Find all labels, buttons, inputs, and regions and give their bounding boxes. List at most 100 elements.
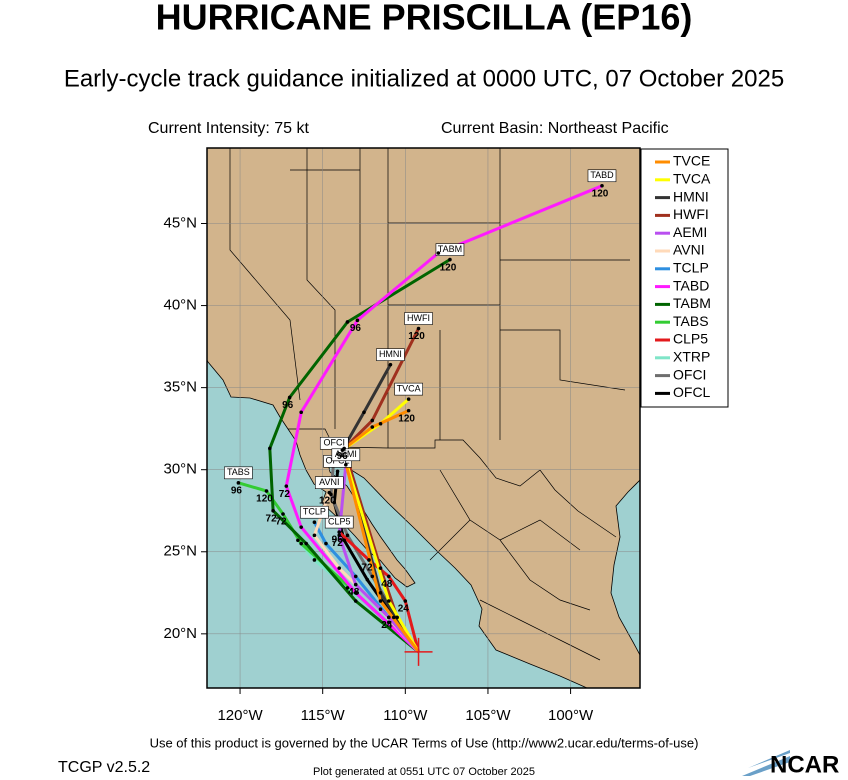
track-point bbox=[332, 500, 337, 505]
track-point bbox=[236, 481, 241, 485]
hour-label: 120 bbox=[398, 413, 415, 424]
x-tick-label: 120°W bbox=[217, 707, 263, 724]
hour-label: 24 bbox=[398, 604, 410, 615]
track-point bbox=[312, 520, 317, 525]
track-name-box bbox=[376, 348, 405, 361]
track-point bbox=[353, 599, 358, 603]
track-point bbox=[378, 421, 383, 426]
legend-box bbox=[640, 148, 729, 408]
legend-label: HMNI bbox=[673, 188, 709, 204]
hour-label: 120 bbox=[440, 262, 457, 273]
track-point bbox=[312, 558, 317, 562]
x-tick-label: 100°W bbox=[548, 707, 594, 724]
track-point bbox=[386, 620, 391, 625]
track-name: TVCA bbox=[397, 383, 421, 393]
track-name: TABD bbox=[590, 170, 614, 180]
track-point bbox=[299, 410, 304, 415]
generated: Plot generated at 0551 UTC 07 October 20… bbox=[313, 766, 535, 778]
logo-mark bbox=[742, 750, 790, 776]
track-name: TABM bbox=[438, 244, 462, 254]
hour-label: 48 bbox=[348, 587, 360, 598]
track-point bbox=[337, 533, 342, 538]
track-point bbox=[335, 469, 340, 474]
legend-label: HWFI bbox=[673, 206, 709, 222]
track-name: HMNI bbox=[379, 349, 402, 359]
subtitle: Early-cycle track guidance initialized a… bbox=[64, 65, 784, 92]
track-point bbox=[365, 577, 370, 582]
track-point bbox=[345, 533, 350, 538]
land bbox=[207, 148, 640, 688]
borders bbox=[229, 148, 630, 661]
track-name: TCLP bbox=[303, 507, 326, 517]
hour-label: 72 bbox=[279, 489, 291, 500]
legend-label: TABS bbox=[673, 313, 709, 329]
track-point bbox=[388, 362, 393, 367]
track-point bbox=[391, 615, 396, 620]
track-point bbox=[337, 530, 342, 534]
track-point bbox=[342, 538, 346, 543]
legend-label: TABM bbox=[673, 295, 711, 311]
track-name: AEMI bbox=[335, 449, 357, 459]
track-point bbox=[355, 318, 360, 323]
legend-label: TABD bbox=[673, 277, 709, 293]
track-point bbox=[324, 541, 328, 546]
legend-label: OFCL bbox=[673, 384, 711, 400]
hour-label: 96 bbox=[350, 323, 362, 334]
track-point bbox=[312, 533, 317, 538]
initial-position bbox=[404, 637, 433, 666]
track-point bbox=[345, 586, 350, 590]
y-tick-label: 45°N bbox=[163, 214, 197, 231]
hour-label: 96 bbox=[332, 535, 344, 546]
legend-label: AEMI bbox=[673, 224, 707, 240]
track-point bbox=[327, 490, 332, 495]
track-name-box bbox=[314, 476, 344, 489]
track-point bbox=[337, 566, 342, 570]
track-point bbox=[370, 418, 375, 423]
hour-label: 96 bbox=[231, 485, 243, 496]
track-point bbox=[340, 448, 345, 452]
legend-label: AVNI bbox=[673, 242, 705, 258]
track-point bbox=[362, 410, 366, 415]
plot-layer: 120°W 115°W 110°W 105°W 100°W 20°N 25°N 30°N 35°… bbox=[163, 148, 640, 724]
hour-label: 24 bbox=[381, 620, 393, 631]
y-tick-label: 20°N bbox=[163, 625, 197, 642]
track-point bbox=[386, 615, 391, 620]
hour-label: 96 bbox=[337, 451, 349, 462]
legend-label: TCLP bbox=[673, 260, 709, 276]
hour-label: 120 bbox=[256, 494, 273, 505]
y-tick-label: 35°N bbox=[163, 379, 197, 396]
track-point bbox=[296, 538, 300, 543]
hour-label: 72 bbox=[275, 517, 287, 528]
hour-label: 72 bbox=[361, 563, 373, 574]
track-point bbox=[378, 599, 383, 603]
title: HURRICANE PRISCILLA (EP16) bbox=[156, 0, 693, 38]
hour-label: 120 bbox=[319, 495, 336, 506]
track-name-box bbox=[224, 466, 253, 480]
track-name-box bbox=[587, 169, 617, 183]
track-point bbox=[395, 615, 399, 620]
gulf-of-mexico bbox=[610, 479, 640, 656]
track-name-box bbox=[300, 505, 329, 519]
track-point bbox=[299, 525, 304, 529]
track-point bbox=[353, 574, 358, 579]
hour-label: 120 bbox=[408, 331, 425, 342]
legend-label: TVCE bbox=[673, 153, 710, 169]
track-name-box bbox=[435, 243, 465, 256]
track-name: CLP5 bbox=[328, 516, 351, 526]
frame bbox=[206, 147, 641, 689]
track-point bbox=[406, 397, 411, 401]
hour-label: 72 bbox=[266, 513, 278, 524]
x-tick-label: 105°W bbox=[465, 707, 511, 724]
track-point bbox=[345, 320, 350, 324]
track-name: AVNI bbox=[319, 477, 339, 487]
track-point bbox=[370, 425, 375, 429]
track-point bbox=[416, 326, 421, 331]
legend-label: CLP5 bbox=[673, 331, 708, 347]
track-point bbox=[386, 574, 391, 579]
track-point bbox=[600, 183, 604, 188]
track-point bbox=[378, 566, 383, 570]
track-name-box bbox=[324, 515, 354, 529]
hour-label: 120 bbox=[592, 188, 609, 199]
track-name: HWFI bbox=[407, 313, 430, 323]
